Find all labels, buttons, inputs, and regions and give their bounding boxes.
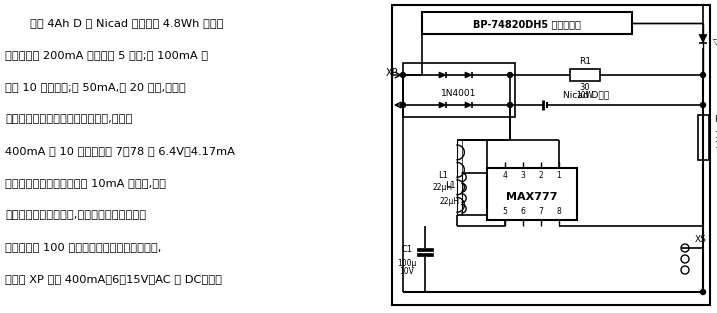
Text: 8: 8 [556, 208, 561, 217]
Polygon shape [465, 102, 472, 108]
Text: 10W: 10W [576, 91, 594, 100]
Polygon shape [439, 72, 446, 78]
Text: 100μ: 100μ [397, 259, 417, 268]
Bar [487, 168, 577, 220]
Circle shape [401, 102, 406, 107]
Text: 2: 2 [538, 172, 543, 181]
Text: R2: R2 [714, 115, 717, 125]
Circle shape [508, 102, 513, 107]
Polygon shape [439, 102, 446, 108]
Circle shape [508, 73, 513, 78]
Text: 3: 3 [521, 172, 526, 181]
Polygon shape [699, 34, 707, 43]
Text: XP: XP [385, 68, 398, 78]
Text: 1/4W: 1/4W [714, 141, 717, 150]
Text: 阳光时工作 100 小时。若不用太阳电池板充电,: 阳光时工作 100 小时。若不用太阳电池板充电, [5, 242, 161, 252]
Text: 推。此电池如果用点滴式充电方式,充足到: 推。此电池如果用点滴式充电方式,充足到 [5, 114, 133, 124]
Text: 5: 5 [503, 208, 508, 217]
Text: R1: R1 [579, 58, 591, 66]
Text: 1N4001: 1N4001 [441, 89, 477, 98]
Bar [417, 248, 433, 251]
Text: XS: XS [695, 235, 707, 244]
Text: 30: 30 [579, 83, 590, 91]
Text: 即恒定消耗 200mA 可工作近 5 小时;若 100mA 可: 即恒定消耗 200mA 可工作近 5 小时;若 100mA 可 [5, 50, 208, 60]
Text: 400mA 需 10 小时。如图 7～78 中 6.4V～4.17mA: 400mA 需 10 小时。如图 7～78 中 6.4V～4.17mA [5, 146, 235, 156]
Text: L1: L1 [438, 171, 448, 179]
Text: L1: L1 [445, 182, 455, 191]
Circle shape [701, 73, 706, 78]
Bar [403, 63, 515, 117]
Text: 4: 4 [503, 172, 508, 181]
Bar [417, 253, 433, 256]
Text: 1: 1 [556, 172, 561, 181]
Text: 工作 10 小时左右;若 50mA,近 20 小时,依此类: 工作 10 小时左右;若 50mA,近 20 小时,依此类 [5, 82, 186, 92]
Text: 太阳电池板在阳光下除提供 10mA 恒流外,还有: 太阳电池板在阳光下除提供 10mA 恒流外,还有 [5, 178, 166, 188]
Text: 一块 4Ah D 型 Nicad 电池提供 4.8Wh 能量，: 一块 4Ah D 型 Nicad 电池提供 4.8Wh 能量， [30, 18, 224, 28]
Polygon shape [465, 72, 472, 78]
Text: C1: C1 [402, 244, 412, 254]
Circle shape [701, 102, 706, 107]
Text: 7: 7 [538, 208, 543, 217]
Text: 10V: 10V [399, 268, 414, 276]
Text: 足够的电流给电池充电,电池储存的能量可供无: 足够的电流给电池充电,电池储存的能量可供无 [5, 210, 146, 220]
Circle shape [401, 73, 406, 78]
Bar [570, 69, 600, 81]
Text: ▽1N5817: ▽1N5817 [713, 37, 717, 46]
Text: 6: 6 [521, 208, 526, 217]
Text: Nicad D电池: Nicad D电池 [563, 90, 609, 100]
Bar [392, 5, 710, 305]
Text: 22μH: 22μH [433, 182, 453, 192]
Text: MAX777: MAX777 [506, 192, 558, 202]
Text: 也可把 XP 接到 400mA，6～15V（AC 或 DC）电源: 也可把 XP 接到 400mA，6～15V（AC 或 DC）电源 [5, 274, 222, 284]
Text: 22μH: 22μH [440, 198, 460, 207]
Text: 100k: 100k [714, 131, 717, 140]
Text: BP-74820DH5 太阳电池板: BP-74820DH5 太阳电池板 [473, 19, 581, 29]
Bar [698, 115, 709, 160]
Bar [422, 12, 632, 34]
Circle shape [701, 290, 706, 295]
